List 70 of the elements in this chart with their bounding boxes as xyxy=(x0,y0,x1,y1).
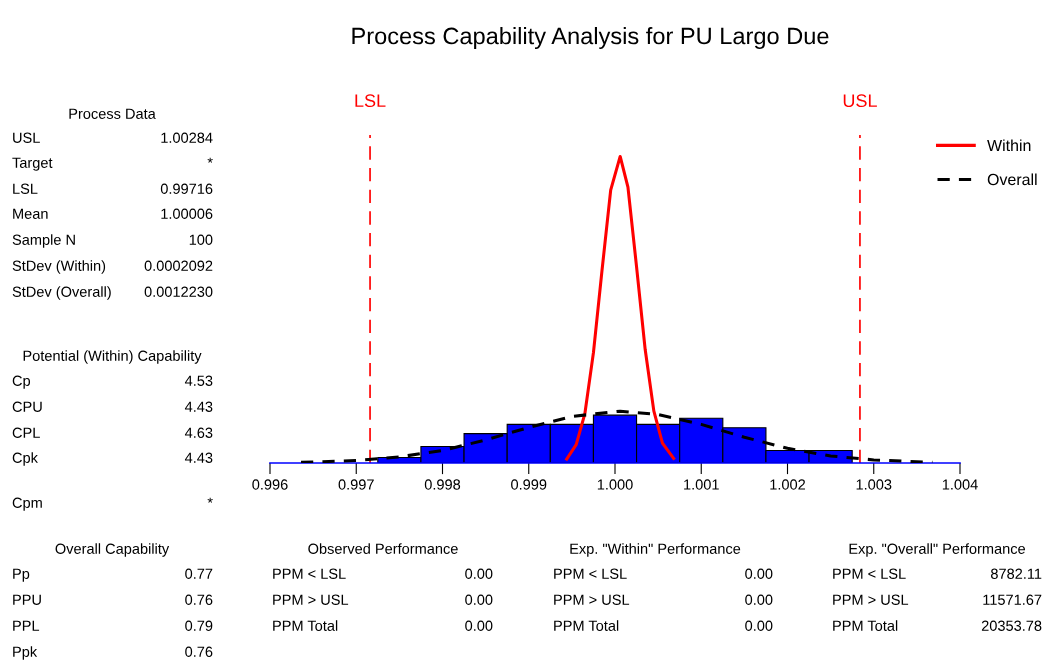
text: 0.00 xyxy=(745,594,773,605)
x-tick-label: 0.998 xyxy=(424,479,461,490)
text: 0.00 xyxy=(465,568,493,579)
text: PPM Total xyxy=(273,620,338,631)
text: Process Data xyxy=(69,108,156,119)
legend-label: Overall xyxy=(987,173,1037,186)
x-tick-label: 0.996 xyxy=(252,479,288,490)
text: Cpm xyxy=(12,497,42,511)
text: PPM < LSL xyxy=(273,568,346,579)
text: 0.99716 xyxy=(160,183,213,194)
text: 0.0002092 xyxy=(144,260,213,271)
text: Cpk xyxy=(12,452,38,466)
text: Observed Performance xyxy=(308,543,458,554)
x-tick-label: 1.004 xyxy=(942,479,978,490)
text: PPM < LSL xyxy=(554,568,627,579)
text: * xyxy=(207,157,213,163)
ref-line-label: USL xyxy=(843,94,877,108)
text: 20353.78 xyxy=(981,620,1042,631)
text: PPM > USL xyxy=(554,594,630,605)
text: PPU xyxy=(13,594,41,605)
text: USL xyxy=(13,132,40,143)
text: Mean xyxy=(13,208,48,219)
text: Pp xyxy=(13,568,30,582)
ref-line-label: LSL xyxy=(355,94,386,108)
x-tick-label: 1.001 xyxy=(684,479,719,490)
text: PPM Total xyxy=(554,620,619,631)
chart-title: Process Capability Analysis for PU Largo Due xyxy=(352,27,829,50)
text: 4.43 xyxy=(184,452,213,463)
x-tick-label: 0.999 xyxy=(511,479,547,490)
text: 0.00 xyxy=(465,620,493,631)
text: Sample N xyxy=(12,234,75,248)
x-tick-label: 1.002 xyxy=(770,479,806,490)
text: 0.00 xyxy=(745,568,773,579)
text: Ppk xyxy=(13,646,38,660)
text: StDev (Overall) xyxy=(12,286,111,300)
text: 1.00006 xyxy=(161,208,213,219)
x-tick-label: 1.003 xyxy=(856,479,892,490)
text: 0.79 xyxy=(185,620,213,631)
text: Overall Capability xyxy=(55,543,170,557)
text: PPM > USL xyxy=(273,594,349,605)
text: Exp. "Overall" Performance xyxy=(849,543,1026,557)
text: 0.76 xyxy=(185,646,213,657)
text: 8782.11 xyxy=(991,568,1042,579)
text: PPM < LSL xyxy=(833,568,906,579)
text: 0.76 xyxy=(185,594,213,605)
text: PPL xyxy=(13,620,40,631)
text: 0.0012230 xyxy=(144,286,213,297)
text: Potential (Within) Capability xyxy=(23,350,202,364)
text: 100 xyxy=(189,234,213,245)
text: 0.00 xyxy=(465,594,493,605)
text: PPM Total xyxy=(833,620,898,631)
text: LSL xyxy=(13,183,38,194)
text: * xyxy=(207,497,213,503)
text: 0.77 xyxy=(185,568,213,579)
text: Target xyxy=(12,157,53,171)
text: Exp. "Within" Performance xyxy=(570,543,741,557)
text: 11571.67 xyxy=(983,594,1042,605)
text: StDev (Within) xyxy=(12,260,106,274)
text: 1.00284 xyxy=(161,132,213,143)
text: CPU xyxy=(12,401,42,412)
text: CPL xyxy=(12,427,40,438)
legend-label: Within xyxy=(987,139,1031,152)
text: 4.43 xyxy=(184,401,213,412)
text: 4.63 xyxy=(184,427,213,438)
x-tick-label: 1.000 xyxy=(597,479,633,490)
text: PPM > USL xyxy=(833,594,909,605)
text: 4.53 xyxy=(184,375,213,386)
x-tick-label: 0.997 xyxy=(338,479,374,490)
text: 0.00 xyxy=(745,620,773,631)
text: Cp xyxy=(12,375,31,389)
